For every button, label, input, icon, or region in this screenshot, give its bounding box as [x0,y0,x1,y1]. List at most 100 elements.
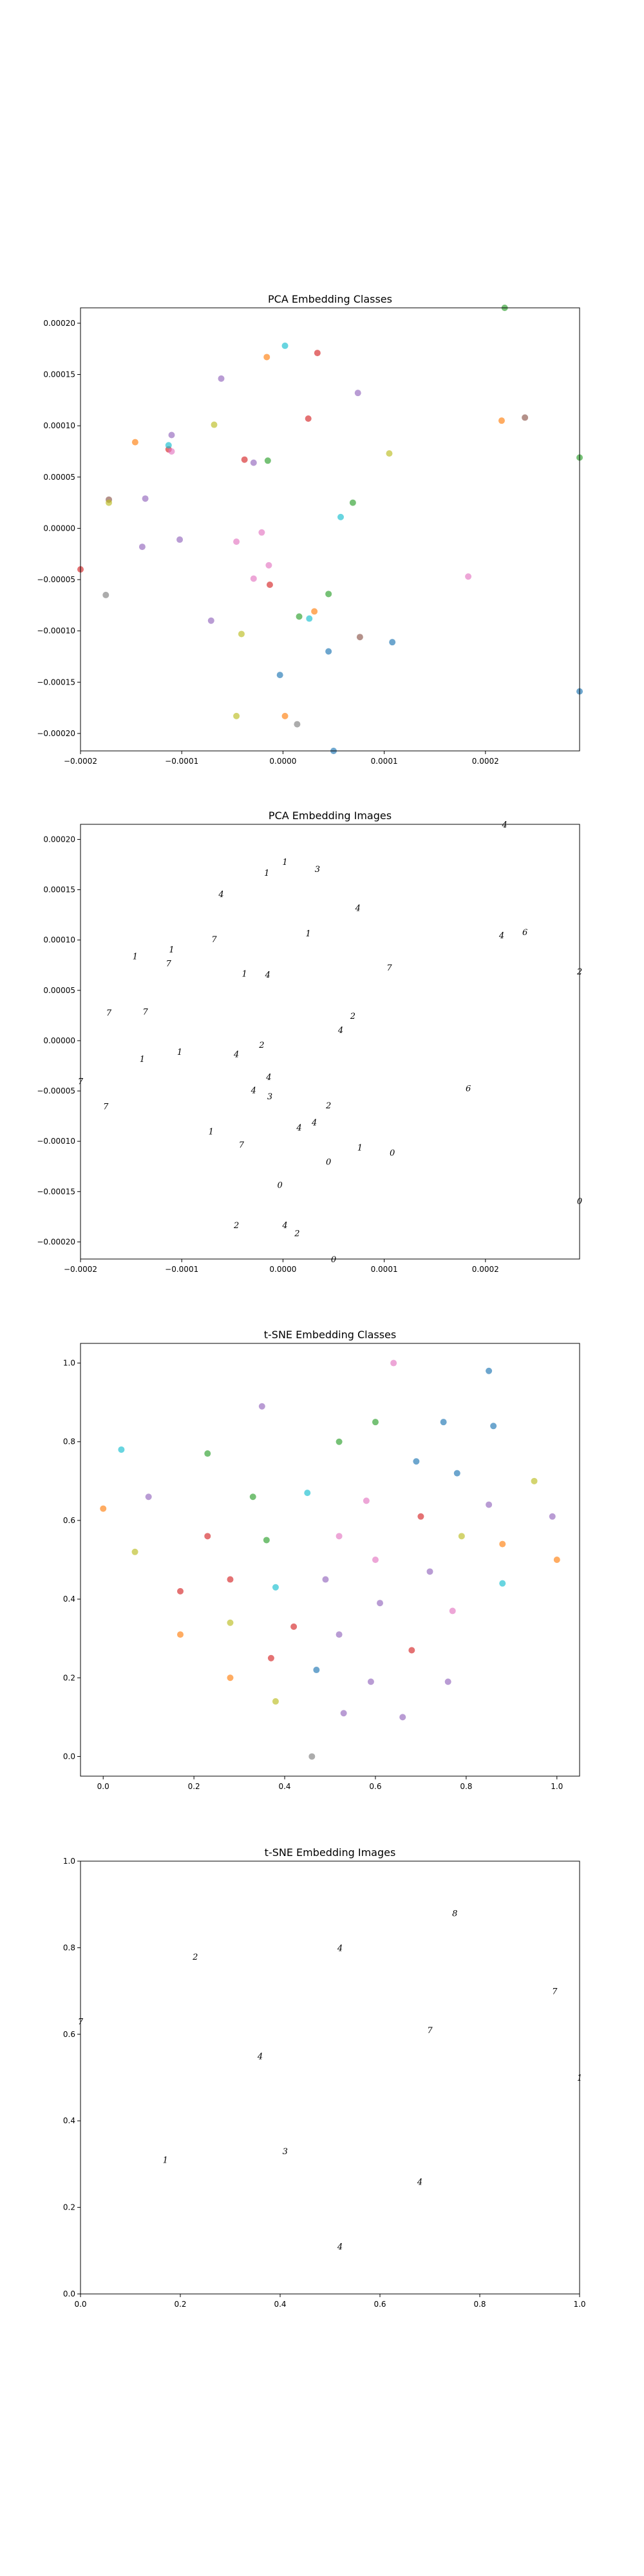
scatter-point [458,1533,465,1540]
scatter-point [296,613,303,620]
scatter-point [138,544,146,551]
scatter-point [417,1513,424,1520]
scatter-point [325,648,332,655]
chart-title: PCA Embedding Classes [268,293,392,305]
digit-thumbnail: 1 [242,969,247,979]
scatter-point [386,450,393,457]
chart-title: t-SNE Embedding Images [265,1846,396,1859]
scatter-point [490,1423,497,1430]
y-tick-label: 0.2 [63,1673,75,1682]
x-tick-label: 0.0002 [472,757,499,766]
digit-thumbnail: 2 [350,1012,355,1021]
scatter-point [486,1501,493,1508]
scatter-point [102,591,109,598]
digit-thumbnail: 1 [177,1048,182,1057]
scatter-point [372,1557,379,1563]
x-tick-label: 0.0000 [269,757,296,766]
scatter-point [325,591,332,598]
scatter-point [142,495,149,502]
scatter-point [349,499,356,506]
y-tick-label: 0.4 [63,2116,75,2125]
axes-frame [80,1343,580,1777]
scatter-point [227,1576,234,1583]
x-tick-label: 0.0 [97,1782,109,1791]
y-tick-label: 0.00015 [43,886,75,895]
scatter-point [241,456,248,463]
digit-thumbnail: 1 [209,1128,214,1137]
scatter-point [553,1557,560,1563]
y-tick-label: 1.0 [63,1857,75,1866]
scatter-point [106,499,113,506]
digit-thumbnail: 0 [326,1157,331,1167]
digit-thumbnail: 4 [337,1026,343,1036]
x-tick-label: 0.6 [374,2300,386,2309]
scatter-point [377,1600,383,1607]
x-tick-label: 0.0 [74,2300,86,2309]
x-tick-label: 0.0000 [269,1265,296,1274]
digit-thumbnail: 4 [265,1073,271,1083]
x-tick-label: 0.4 [274,2300,286,2309]
digit-thumbnail: 4 [355,904,361,914]
digit-thumbnail: 2 [294,1229,299,1238]
digit-thumbnail: 7 [103,1103,109,1112]
y-tick-label: −0.00015 [37,677,75,687]
scatter-point [204,1450,211,1457]
scatter-point [276,672,283,679]
digit-thumbnail: 4 [257,2052,263,2061]
axes-frame [80,307,580,752]
y-tick-label: 0.00020 [43,835,75,844]
digit-thumbnail: 7 [386,963,392,973]
y-tick-label: 0.0 [63,1752,75,1761]
digit-thumbnail: 4 [311,1119,317,1128]
scatter-point [314,350,321,357]
y-tick-label: −0.00020 [37,729,75,738]
y-tick-label: 1.0 [63,1359,75,1368]
scatter-point [281,342,289,349]
scatter-point [145,1493,152,1501]
y-tick-label: −0.00020 [37,1237,75,1246]
digit-thumbnail: 1 [169,945,174,955]
y-tick-label: −0.00015 [37,1187,75,1196]
digit-thumbnail: 1 [357,1144,363,1153]
scatter-point [176,536,184,543]
scatter-point [372,1419,379,1426]
chart-3: t-SNE Embedding Classes 0.0 0.2 0.4 0.6 0.8 1.… [63,1329,580,1791]
x-tick-label: 0.8 [460,1782,472,1791]
x-tick-label: 0.0002 [472,1265,499,1274]
digit-thumbnail: 1 [163,2156,168,2166]
scatter-point [389,639,396,646]
x-tick-label: 1.0 [551,1782,563,1791]
digit-thumbnail: 1 [264,869,269,878]
y-tick-label: 0.00010 [43,421,75,430]
scatter-point [168,431,175,439]
scatter-point [272,1698,279,1705]
scatter-point [354,390,361,397]
scatter-point [336,1438,343,1445]
scatter-point [211,421,218,428]
chart-1: PCA Embedding Classes −0.0002 −0.0001 0.000… [37,293,583,766]
x-tick-label: 0.2 [174,2300,186,2309]
scatter-point [165,442,172,449]
digit-thumbnail: 4 [337,2242,343,2252]
scatter-point [499,1540,506,1548]
digit-thumbnail: 8 [452,1909,457,1919]
scatter-point [118,1446,125,1453]
scatter-point [204,1533,211,1540]
digit-thumbnail: 4 [498,931,504,941]
scatter-point [408,1647,415,1654]
scatter-point [367,1678,374,1685]
scatter-point [486,1367,493,1374]
scatter-point [522,414,529,421]
digit-thumbnail: 3 [267,1092,272,1102]
scatter-point [227,1674,234,1681]
chart-title: PCA Embedding Images [269,810,392,822]
digit-thumbnail: 3 [283,2147,288,2157]
scatter-point [413,1458,420,1465]
y-tick-label: 0.8 [63,1943,75,1952]
digit-thumbnail: 7 [552,1987,558,1997]
scatter-point [356,634,363,641]
digit-thumbnail: 1 [282,858,287,867]
y-tick-label: 0.8 [63,1437,75,1446]
